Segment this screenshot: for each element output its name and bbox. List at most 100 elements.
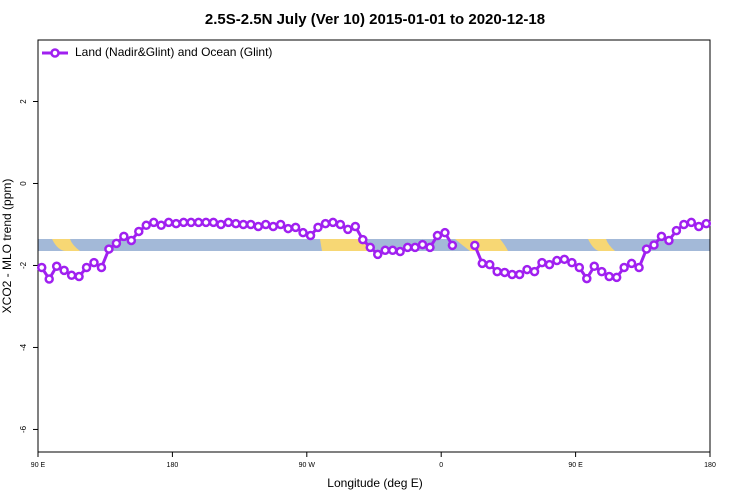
data-point (268, 221, 278, 232)
plot-frame (37, 39, 711, 453)
data-point (574, 262, 585, 273)
data-point (582, 273, 592, 284)
data-point (470, 240, 480, 251)
data-point (425, 242, 435, 253)
data-point (499, 267, 510, 278)
data-point (119, 231, 129, 242)
data-point (305, 230, 316, 241)
data-point (238, 219, 249, 230)
data-point (36, 262, 47, 273)
data-point (96, 262, 107, 273)
data-point (380, 245, 390, 256)
data-point (656, 231, 667, 242)
data-point (231, 218, 241, 229)
data-point (596, 266, 607, 277)
data-point (275, 219, 286, 230)
data-point (649, 240, 659, 250)
data-point (81, 262, 92, 273)
data-point (74, 271, 84, 282)
data-point (634, 262, 644, 273)
data-point (283, 223, 293, 234)
data-point (387, 245, 398, 256)
data-point (350, 221, 361, 232)
y-tick-label: -4 (19, 343, 28, 351)
data-point (51, 261, 62, 272)
legend-label: Land (Nadir&Glint) and Ocean (Glint) (75, 45, 272, 59)
data-point (694, 221, 704, 232)
data-point (514, 269, 525, 280)
data-point (59, 265, 69, 276)
data-point (171, 218, 181, 229)
data-point (156, 220, 166, 231)
y-tick-label: 2 (19, 99, 28, 104)
data-point (671, 225, 682, 236)
data-point (260, 219, 271, 230)
data-point (208, 217, 219, 228)
data-point (358, 234, 368, 245)
data-point (163, 217, 174, 228)
data-point (440, 227, 450, 238)
data-point (522, 264, 532, 275)
data-point (537, 257, 547, 268)
data-point (141, 220, 152, 231)
data-point (66, 270, 77, 281)
data-point (178, 217, 189, 228)
y-axis-label: XCO2 - MLO trend (ppm) (0, 179, 14, 314)
data-point (148, 217, 159, 228)
data-point (544, 259, 555, 270)
x-tick-label: 180 (167, 462, 179, 469)
data-point (253, 221, 264, 232)
data-point (664, 235, 674, 246)
data-point (365, 242, 376, 253)
data-point (402, 242, 413, 253)
data-point (686, 217, 697, 228)
data-point (290, 222, 301, 233)
data-point (507, 269, 517, 280)
data-point (567, 257, 577, 268)
data-point (410, 242, 420, 253)
x-tick-label: 90 W (299, 462, 316, 469)
data-point (44, 274, 54, 284)
data-point (104, 244, 114, 254)
data-point (701, 218, 712, 229)
data-point (186, 217, 196, 228)
data-point (679, 219, 689, 230)
chart-title: 2.5S-2.5N July (Ver 10) 2015-01-01 to 20… (205, 11, 545, 28)
data-point (89, 257, 99, 268)
data-point (559, 254, 570, 265)
x-tick-label: 90 E (568, 462, 583, 469)
data-point (611, 272, 622, 283)
data-point (111, 238, 122, 249)
data-point (335, 219, 346, 230)
data-point (298, 227, 308, 238)
data-point (193, 217, 204, 228)
data-point (492, 266, 502, 277)
x-tick-label: 90 E (31, 462, 46, 469)
data-point (395, 246, 405, 257)
data-point (529, 266, 540, 277)
data-point (372, 249, 383, 260)
y-tick-label: 0 (19, 181, 28, 186)
data-point (552, 255, 562, 266)
data-point (126, 235, 137, 246)
x-tick-label: 180 (704, 462, 716, 469)
data-point (320, 218, 331, 229)
y-tick-label: -6 (19, 425, 28, 433)
data-point (447, 240, 458, 251)
legend-marker (50, 48, 60, 58)
data-point (641, 244, 652, 254)
y-tick-label: -2 (19, 261, 28, 269)
data-point (313, 222, 323, 233)
data-point (134, 226, 144, 237)
data-point (477, 258, 488, 269)
data-point (626, 258, 637, 269)
data-point (223, 217, 234, 228)
data-point (604, 271, 614, 282)
x-axis-label: Longitude (deg E) (327, 476, 422, 490)
data-point (619, 262, 629, 273)
x-tick-label: 0 (439, 462, 443, 469)
data-point (589, 261, 600, 272)
data-point (201, 217, 211, 228)
data-point (246, 219, 256, 230)
